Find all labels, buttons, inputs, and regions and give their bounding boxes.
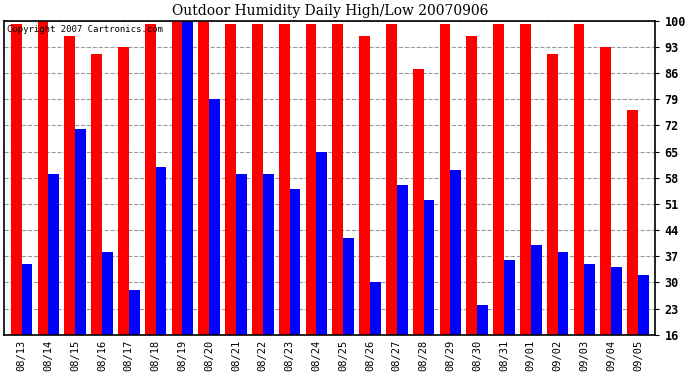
Bar [155, 166, 166, 335]
Bar [370, 282, 381, 335]
Bar [317, 152, 327, 335]
Bar [306, 24, 317, 335]
Bar [252, 24, 263, 335]
Bar [600, 47, 611, 335]
Title: Outdoor Humidity Daily High/Low 20070906: Outdoor Humidity Daily High/Low 20070906 [172, 4, 488, 18]
Bar [638, 275, 649, 335]
Bar [477, 305, 488, 335]
Bar [493, 24, 504, 335]
Bar [397, 185, 408, 335]
Bar [531, 245, 542, 335]
Bar [75, 129, 86, 335]
Bar [172, 21, 182, 335]
Bar [145, 24, 155, 335]
Bar [386, 24, 397, 335]
Bar [11, 24, 21, 335]
Bar [611, 267, 622, 335]
Bar [91, 54, 102, 335]
Bar [440, 24, 451, 335]
Bar [627, 110, 638, 335]
Bar [547, 54, 558, 335]
Bar [558, 252, 569, 335]
Bar [102, 252, 112, 335]
Bar [182, 21, 193, 335]
Bar [359, 36, 370, 335]
Bar [279, 24, 290, 335]
Bar [225, 24, 236, 335]
Bar [263, 174, 273, 335]
Bar [584, 264, 595, 335]
Bar [236, 174, 247, 335]
Bar [209, 99, 220, 335]
Bar [451, 170, 461, 335]
Bar [520, 24, 531, 335]
Bar [129, 290, 139, 335]
Bar [21, 264, 32, 335]
Text: Copyright 2007 Cartronics.com: Copyright 2007 Cartronics.com [8, 26, 164, 34]
Bar [64, 36, 75, 335]
Bar [466, 36, 477, 335]
Bar [48, 174, 59, 335]
Bar [504, 260, 515, 335]
Bar [343, 237, 354, 335]
Bar [413, 69, 424, 335]
Bar [424, 200, 434, 335]
Bar [199, 21, 209, 335]
Bar [573, 24, 584, 335]
Bar [333, 24, 343, 335]
Bar [290, 189, 300, 335]
Bar [38, 21, 48, 335]
Bar [118, 47, 129, 335]
